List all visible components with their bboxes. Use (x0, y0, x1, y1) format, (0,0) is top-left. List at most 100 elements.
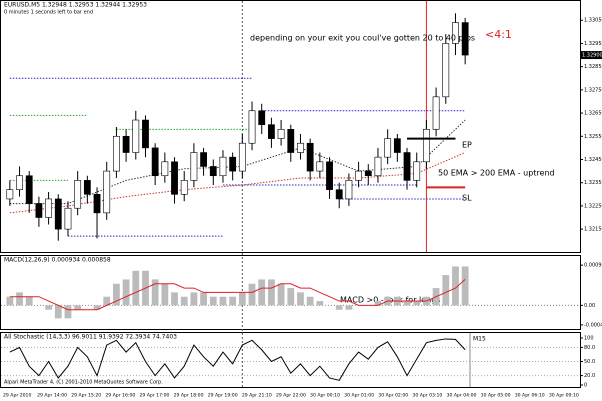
y-tick-label: 0.00 (584, 303, 595, 309)
bar (45, 305, 52, 310)
x-tick-label: 29 Apr 14:00 (37, 393, 67, 399)
bar (248, 283, 256, 306)
bar (190, 292, 198, 306)
candle-body (93, 194, 101, 214)
candle-body (423, 129, 430, 163)
x-tick-label: 29 Apr 18:00 (174, 393, 204, 399)
annotation: SL (462, 194, 472, 203)
bar (93, 305, 101, 310)
x-tick-label: 30 Apr 05:00 (481, 393, 511, 399)
candle-body (122, 135, 130, 153)
bar (413, 301, 421, 306)
bar (16, 292, 23, 306)
x-tick-label: 29 Apr 2010 (3, 393, 31, 399)
bar (287, 288, 295, 306)
bar (403, 301, 411, 306)
x-tick-label: 30 Apr 02:00 (378, 393, 408, 399)
candle-body (374, 156, 382, 177)
bar (64, 305, 72, 319)
candle-body (25, 175, 33, 204)
bid-box (581, 51, 602, 60)
candle-body (258, 110, 266, 125)
x-tick-label: 30 Apr 06:10 (515, 393, 545, 399)
candle-body (142, 119, 149, 149)
candle-body (413, 161, 421, 181)
y-tick-label: 1.33050 (584, 18, 602, 24)
candle-body (83, 180, 91, 195)
signal-line (9, 279, 466, 311)
candle-body (190, 152, 198, 181)
x-tick-label: 29 Apr 16:00 (105, 393, 135, 399)
candle-body (180, 180, 188, 195)
bar (229, 296, 237, 306)
annotation: EP (462, 141, 472, 150)
bar (258, 279, 266, 306)
candle-body (345, 180, 353, 200)
x-tick-label: 30 Apr 03:10 (412, 393, 442, 399)
candle-body (364, 170, 372, 177)
candle-body (306, 142, 314, 172)
bar (161, 283, 169, 306)
y-tick-label: 1.32450 (584, 157, 602, 163)
x-tick-label: 30 Apr 04:00 (447, 393, 477, 399)
y-tick-label: 1.32850 (584, 64, 602, 70)
candle-body (316, 161, 324, 172)
candle-body (355, 170, 362, 181)
candle-body (248, 110, 256, 144)
bar (268, 279, 275, 306)
bar (54, 305, 62, 319)
candle-body (432, 96, 440, 130)
candle-body (219, 156, 227, 177)
annotation: <4:1 (485, 28, 512, 41)
candle-body (113, 135, 120, 172)
candle-body (393, 138, 401, 153)
candle-body (103, 170, 111, 214)
bar (200, 292, 207, 306)
bar (461, 266, 469, 306)
candle-body (326, 161, 333, 190)
x-tick-label: 30 Apr 01:00 (344, 393, 374, 399)
candle-body (461, 22, 469, 56)
bar (74, 305, 82, 310)
candle-body (335, 189, 343, 200)
candle-body (277, 129, 285, 139)
y-tick-label: 1.32650 (584, 111, 602, 117)
macd-title: MACD(12,26,9) 0.000934 0.000858 (4, 257, 111, 264)
y-tick-label: 20.0 (584, 373, 595, 379)
x-tick-label: 29 Apr 19:00 (208, 393, 238, 399)
bar (171, 292, 178, 306)
y-tick-label: 50.0 (584, 359, 595, 365)
candle-body (403, 152, 411, 181)
candle-body (200, 152, 207, 167)
stoch-label: M15 (473, 336, 486, 343)
candle-body (35, 203, 43, 218)
candle-body (74, 180, 82, 209)
y-tick-label: 100 (584, 336, 594, 342)
candle-body (16, 175, 23, 190)
bar (103, 296, 111, 306)
candle-body (452, 22, 459, 44)
bar (306, 296, 314, 306)
bar (151, 279, 159, 306)
x-tick-label: 29 Apr 21:10 (242, 393, 272, 399)
y-tick-label: 1.32750 (584, 87, 602, 93)
candle-body (132, 119, 140, 153)
stoch-title: All Stochastic (14,3,3) 96.9011 91.9392 … (4, 334, 177, 341)
x-tick-label: 29 Apr 15:20 (71, 393, 101, 399)
candle-body (161, 161, 169, 177)
candle-body (287, 129, 295, 153)
candle-body (209, 166, 217, 177)
bar (316, 301, 324, 306)
bar (132, 270, 140, 306)
candle-body (442, 43, 450, 98)
bid-label: 1.32900 (582, 53, 602, 59)
bar (442, 275, 450, 306)
candle-body (238, 142, 246, 172)
candle-body (268, 124, 275, 139)
x-tick-label: 30 Apr 00:10 (310, 393, 340, 399)
bar (345, 305, 353, 310)
footer: Alpari MetaTrader 4, (C) 2001-2010 MetaQ… (4, 380, 163, 386)
chart-subtitle: 0 minutes 1 seconds left to bar end (4, 10, 93, 16)
y-tick-label: 1.32550 (584, 134, 602, 140)
